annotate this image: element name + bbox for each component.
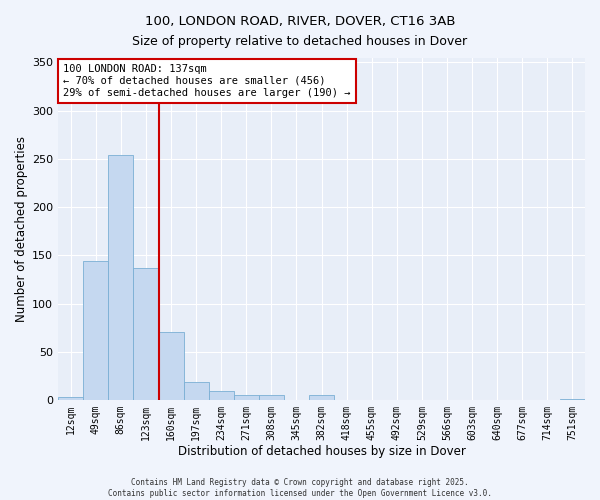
Bar — [309, 396, 334, 400]
Bar — [58, 398, 83, 400]
Bar — [234, 396, 259, 400]
Bar — [184, 382, 209, 400]
Bar — [259, 396, 284, 400]
Bar — [133, 268, 158, 400]
X-axis label: Distribution of detached houses by size in Dover: Distribution of detached houses by size … — [178, 444, 466, 458]
Text: Size of property relative to detached houses in Dover: Size of property relative to detached ho… — [133, 35, 467, 48]
Text: Contains HM Land Registry data © Crown copyright and database right 2025.
Contai: Contains HM Land Registry data © Crown c… — [108, 478, 492, 498]
Bar — [83, 261, 109, 400]
Text: 100, LONDON ROAD, RIVER, DOVER, CT16 3AB: 100, LONDON ROAD, RIVER, DOVER, CT16 3AB — [145, 15, 455, 28]
Bar — [109, 155, 133, 400]
Text: 100 LONDON ROAD: 137sqm
← 70% of detached houses are smaller (456)
29% of semi-d: 100 LONDON ROAD: 137sqm ← 70% of detache… — [64, 64, 351, 98]
Y-axis label: Number of detached properties: Number of detached properties — [15, 136, 28, 322]
Bar — [209, 390, 234, 400]
Bar — [158, 332, 184, 400]
